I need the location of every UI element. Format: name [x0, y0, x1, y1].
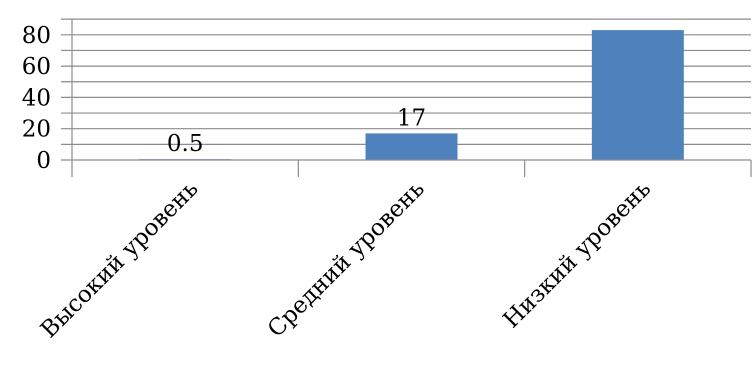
y-tick-label: 40 [22, 85, 51, 111]
data-labels: 0.5 17 [167, 105, 426, 157]
data-label: 17 [397, 105, 426, 131]
y-axis-tick-labels: 0 20 40 60 80 [22, 23, 51, 174]
y-tick-label: 60 [22, 54, 51, 80]
data-label: 0.5 [167, 131, 204, 157]
bars [139, 30, 684, 161]
grid [61, 18, 751, 145]
bar [365, 133, 458, 160]
x-axis-tick-labels: Высокий уровень Средний уровень Низкий уро… [36, 176, 656, 343]
x-axis [61, 19, 752, 177]
y-tick-label: 0 [36, 148, 51, 174]
y-tick-label: 80 [22, 23, 51, 49]
y-tick-label: 20 [22, 117, 51, 143]
bar [591, 30, 684, 161]
x-tick-label: Средний уровень [263, 176, 430, 343]
x-tick-label: Низкий уровень [499, 176, 657, 334]
x-tick-label: Высокий уровень [36, 176, 203, 343]
